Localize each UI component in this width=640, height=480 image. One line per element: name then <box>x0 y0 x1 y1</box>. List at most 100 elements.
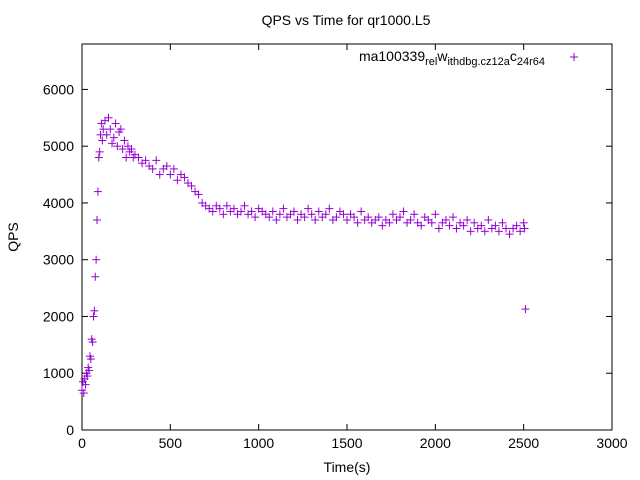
data-point <box>410 210 419 219</box>
data-point <box>357 207 366 216</box>
data-point <box>521 305 530 314</box>
data-point <box>385 218 394 227</box>
legend: ma100339relwithdbg.cz12ac24r64 <box>359 48 578 68</box>
data-point <box>118 145 127 154</box>
legend-part-5: c <box>510 48 517 64</box>
data-point <box>141 156 150 165</box>
data-point <box>208 207 217 216</box>
data-point <box>222 201 231 210</box>
data-point <box>350 213 359 222</box>
data-point <box>520 224 529 233</box>
data-point <box>364 213 373 222</box>
data-point <box>498 218 507 227</box>
data-point <box>388 210 397 219</box>
data-point <box>85 366 94 375</box>
data-point <box>307 210 316 219</box>
data-point <box>477 221 486 230</box>
y-tick-label: 5000 <box>43 138 74 154</box>
plot-frame <box>81 43 613 431</box>
data-point <box>314 207 323 216</box>
y-axis-ticks: 0 1000 2000 3000 4000 5000 6000 <box>43 81 612 438</box>
x-tick-label: 1000 <box>243 435 274 451</box>
data-point <box>459 221 468 230</box>
legend-part-2: rel <box>425 56 437 68</box>
data-point <box>251 213 260 222</box>
data-point <box>431 210 440 219</box>
data-point <box>480 227 489 236</box>
data-point <box>120 136 129 145</box>
data-point <box>169 164 178 173</box>
data-point <box>417 221 426 230</box>
data-point <box>343 215 351 224</box>
legend-part-6: 24r64 <box>517 56 545 68</box>
data-point <box>162 162 171 171</box>
data-point <box>484 215 493 224</box>
data-point <box>311 215 320 224</box>
x-axis-ticks: 0 500 1000 1500 2000 2500 3000 <box>78 44 628 451</box>
y-tick-label: 2000 <box>43 308 74 324</box>
data-point <box>93 215 102 224</box>
y-tick-label: 1000 <box>43 365 74 381</box>
x-tick-label: 2000 <box>420 435 451 451</box>
legend-marker <box>570 53 578 61</box>
data-point <box>240 201 249 210</box>
data-point <box>79 389 88 398</box>
data-point <box>88 338 97 347</box>
x-tick-label: 1500 <box>331 435 362 451</box>
data-point <box>166 170 175 179</box>
data-point <box>290 207 298 216</box>
data-point <box>502 224 510 233</box>
data-point <box>427 218 436 227</box>
data-point <box>491 221 500 230</box>
data-point <box>325 204 334 213</box>
data-point <box>155 170 164 179</box>
data-point <box>466 227 475 236</box>
data-point <box>463 215 472 224</box>
legend-label: ma100339relwithdbg.cz12ac24r64 <box>359 48 545 68</box>
x-tick-label: 500 <box>159 435 183 451</box>
data-point <box>106 125 115 134</box>
data-point <box>93 187 102 196</box>
data-point <box>441 215 450 224</box>
x-tick-label: 2500 <box>508 435 539 451</box>
data-point <box>92 255 101 264</box>
data-point <box>89 312 98 321</box>
data-point <box>104 113 113 122</box>
data-point <box>519 218 528 227</box>
data-point <box>229 204 238 213</box>
data-point <box>91 272 100 281</box>
chart-title: QPS vs Time for qr1000.L5 <box>262 12 431 28</box>
data-point <box>339 210 348 219</box>
data-point <box>494 227 503 236</box>
data-point <box>304 204 313 213</box>
x-tick-label: 0 <box>78 435 86 451</box>
data-point <box>109 133 118 142</box>
data-point <box>173 176 182 185</box>
y-tick-label: 3000 <box>43 252 74 268</box>
data-point <box>406 215 415 224</box>
data-point <box>99 125 108 134</box>
x-axis-label: Time(s) <box>324 459 371 475</box>
data-point <box>194 190 203 199</box>
data-point <box>152 156 161 165</box>
x-tick-label: 3000 <box>596 435 627 451</box>
data-point <box>279 204 288 213</box>
data-point <box>127 145 136 154</box>
data-point <box>275 210 284 219</box>
y-tick-label: 6000 <box>43 81 74 97</box>
data-point <box>81 380 90 389</box>
data-point <box>83 372 92 381</box>
data-point <box>449 213 457 222</box>
data-point <box>268 207 277 216</box>
data-point <box>321 210 330 219</box>
data-point <box>452 224 461 233</box>
data-point <box>470 218 479 227</box>
data-point <box>95 147 104 156</box>
data-point <box>399 207 408 216</box>
data-point <box>90 306 99 315</box>
data-point <box>512 221 521 230</box>
y-tick-label: 0 <box>66 422 74 438</box>
data-point <box>396 213 404 222</box>
data-point <box>293 215 302 224</box>
